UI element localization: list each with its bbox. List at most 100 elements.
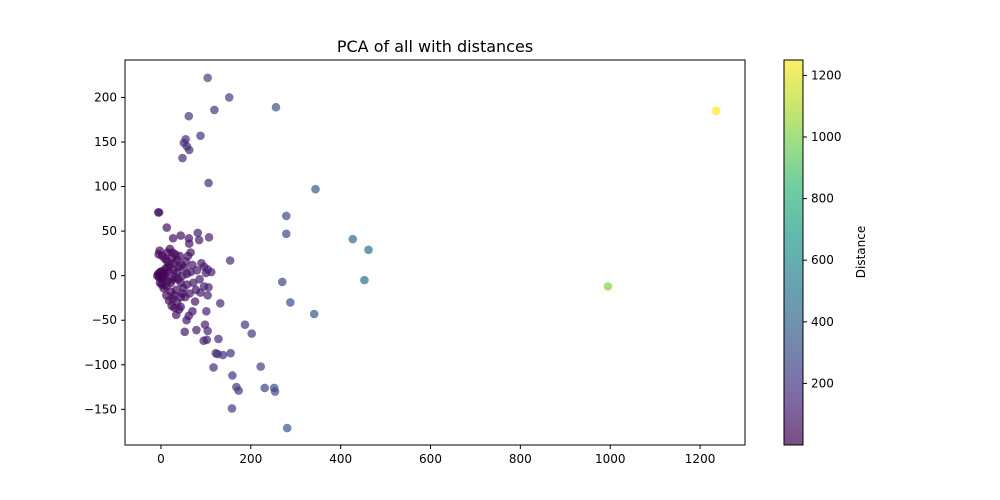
colorbar-tick-label: 400 [811, 315, 834, 329]
scatter-point [162, 223, 172, 232]
scatter-point [209, 363, 218, 372]
scatter-point [192, 325, 201, 335]
y-tick-label: −50 [92, 313, 117, 327]
scatter-point [155, 246, 164, 256]
scatter-point [271, 102, 281, 112]
scatter-point [711, 106, 721, 116]
scatter-point [203, 73, 212, 83]
x-tick-label: 0 [157, 452, 165, 466]
y-tick-label: 0 [109, 269, 117, 283]
colorbar: 200 400 600 800 1000 1200 Distance [783, 59, 868, 446]
x-tick-label: 800 [509, 452, 532, 466]
x-axis: 0 200 400 600 800 1000 1200 [157, 445, 715, 466]
scatter-point [195, 274, 204, 284]
scatter-point [234, 386, 243, 395]
scatter-point [176, 302, 186, 312]
scatter-point [225, 256, 235, 265]
plot-frame [125, 60, 745, 445]
scatter-point [181, 135, 190, 144]
scatter-point [282, 423, 292, 433]
scatter-point [178, 153, 187, 163]
chart-title: PCA of all with distances [337, 37, 533, 56]
y-tick-label: −150 [84, 402, 117, 416]
scatter-point [240, 320, 250, 329]
scatter-point [281, 229, 291, 239]
scatter-point [202, 307, 211, 316]
scatter-point [247, 329, 256, 338]
x-tick-label: 1000 [595, 452, 626, 466]
scatter-point [286, 298, 295, 307]
x-tick-label: 1200 [685, 452, 716, 466]
scatter-point [194, 235, 204, 245]
scatter-point [228, 371, 237, 380]
plot-area: 0 200 400 600 800 1000 1200 −150 −100 −50 0 50 100 1… [84, 59, 746, 466]
colorbar-tick-label: 1200 [811, 68, 842, 82]
scatter-point [281, 211, 291, 221]
scatter-point [171, 310, 181, 320]
y-tick-label: 200 [94, 90, 117, 104]
scatter-point [171, 285, 181, 295]
scatter-point [348, 234, 358, 244]
scatter-point [180, 327, 190, 337]
scatter-point [185, 289, 194, 298]
colorbar-label: Distance [854, 226, 868, 278]
scatter-point [188, 307, 197, 316]
scatter-point [196, 288, 205, 297]
scatter-point [260, 383, 270, 393]
colorbar-tick-label: 1000 [811, 130, 842, 144]
scatter-point [364, 245, 373, 255]
scatter-point [277, 277, 287, 287]
scatter-point [186, 248, 195, 257]
scatter-point [204, 233, 214, 242]
scatter-point [224, 93, 234, 102]
scatter-point [192, 266, 202, 275]
scatter-point [184, 233, 194, 243]
y-tick-label: 150 [94, 135, 117, 149]
scatter-point [270, 387, 280, 396]
scatter-point [188, 278, 198, 288]
scatter-point [203, 290, 212, 300]
scatter-point [210, 105, 219, 115]
scatter-point [215, 298, 225, 308]
scatter-point [154, 208, 164, 217]
y-tick-label: 50 [102, 224, 117, 238]
scatter-point [153, 271, 162, 280]
scatter-point [309, 309, 319, 319]
scatter-point [311, 184, 320, 194]
scatter-point [227, 404, 237, 413]
colorbar-tick-label: 800 [811, 192, 834, 206]
plot-border [124, 59, 746, 446]
scatter-point [196, 131, 205, 141]
x-tick-label: 400 [329, 452, 352, 466]
colorbar-border [783, 59, 804, 446]
colorbar-ticks: 200 400 600 800 1000 1200 [803, 68, 842, 390]
scatter-point [204, 282, 213, 292]
scatter-point [226, 348, 235, 358]
colorbar-scale [784, 60, 803, 445]
scatter-point [203, 326, 212, 336]
scatter-point [202, 335, 212, 345]
y-tick-label: −100 [84, 358, 117, 372]
scatter-points [153, 73, 721, 433]
scatter-point [214, 334, 223, 344]
scatter-point [360, 275, 369, 285]
scatter-point [256, 362, 265, 371]
x-tick-label: 200 [239, 452, 262, 466]
scatter-point [204, 178, 213, 188]
scatter-point [206, 267, 216, 277]
scatter-point [184, 111, 194, 121]
x-tick-label: 600 [419, 452, 442, 466]
scatter-point [603, 282, 613, 291]
scatter-point [182, 142, 192, 151]
scatter-point [193, 228, 203, 238]
y-tick-label: 100 [94, 180, 117, 194]
scatter-point [176, 231, 186, 240]
scatter-point [218, 350, 228, 360]
scatter-point [168, 233, 178, 243]
y-axis: −150 −100 −50 0 50 100 150 200 [84, 90, 125, 416]
colorbar-tick-label: 600 [811, 253, 834, 267]
colorbar-tick-label: 200 [811, 376, 834, 390]
scatter-point [190, 297, 200, 306]
scatter-point [175, 251, 185, 261]
